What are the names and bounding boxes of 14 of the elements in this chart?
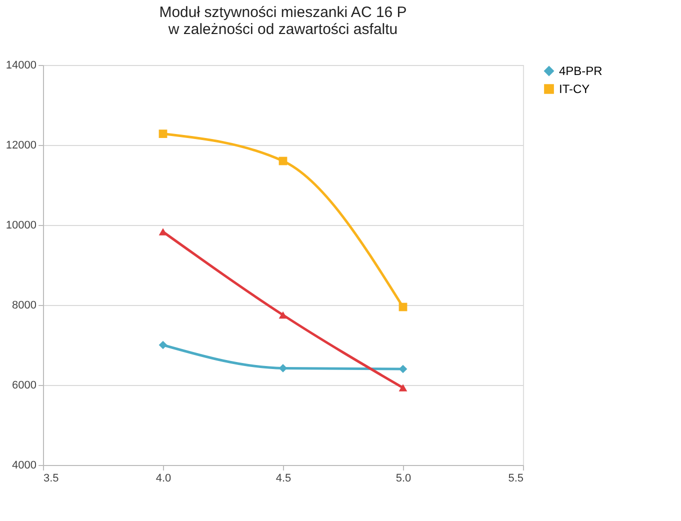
x-tick-label: 4.0 <box>156 472 172 484</box>
legend-label: 4PB-PR <box>559 64 603 78</box>
y-tick-label: 8000 <box>12 300 36 312</box>
x-tick-label: 5.5 <box>508 472 524 484</box>
y-tick-label: 10000 <box>6 220 36 232</box>
chart-title: Moduł sztywności mieszanki AC 16 P w zależności od zawartości asfaltu <box>159 4 407 38</box>
y-tick-label: 12000 <box>6 140 36 152</box>
y-tick-label: 6000 <box>12 380 36 392</box>
legend-label: IT-CY <box>559 82 590 96</box>
x-tick-label: 3.5 <box>44 472 59 484</box>
x-tick-label: 4.5 <box>276 472 292 484</box>
y-tick-label: 14000 <box>6 60 36 72</box>
y-tick-label: 4000 <box>12 460 36 472</box>
x-tick-label: 5.0 <box>396 472 412 484</box>
